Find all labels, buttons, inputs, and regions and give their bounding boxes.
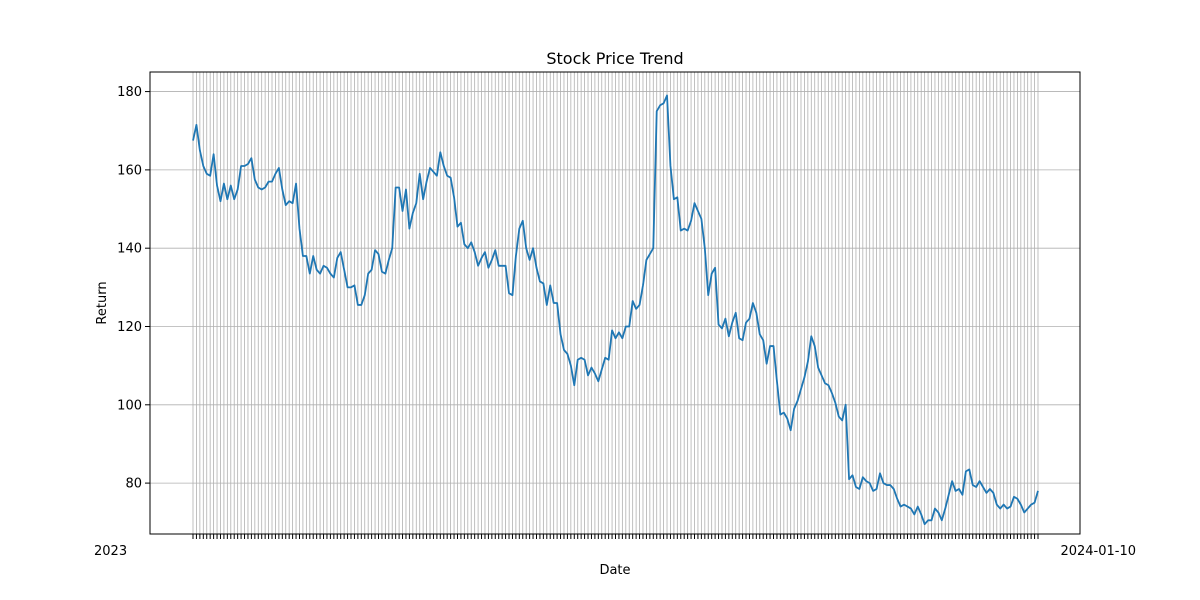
y-tick-label: 80 [125, 477, 142, 492]
y-tick-label: 100 [117, 398, 142, 413]
y-grid [150, 91, 1080, 484]
x-grid [192, 72, 1039, 534]
x-tick-label-last: 2024-01-10 [1060, 544, 1136, 559]
y-tick-label: 160 [117, 163, 142, 178]
x-axis-ticks [192, 534, 1039, 539]
series-line [192, 94, 1039, 526]
y-axis-ticks: 80 100 120 140 160 180 [117, 85, 150, 492]
x-axis-label: Date [599, 563, 630, 578]
x-tick-label-first: 2023 [94, 544, 127, 559]
y-tick-label: 140 [117, 242, 142, 257]
y-tick-label: 120 [117, 320, 142, 335]
chart-title: Stock Price Trend [546, 49, 683, 68]
series-layer [192, 94, 1039, 526]
y-tick-label: 180 [117, 85, 142, 100]
y-axis-label: Return [95, 281, 110, 324]
